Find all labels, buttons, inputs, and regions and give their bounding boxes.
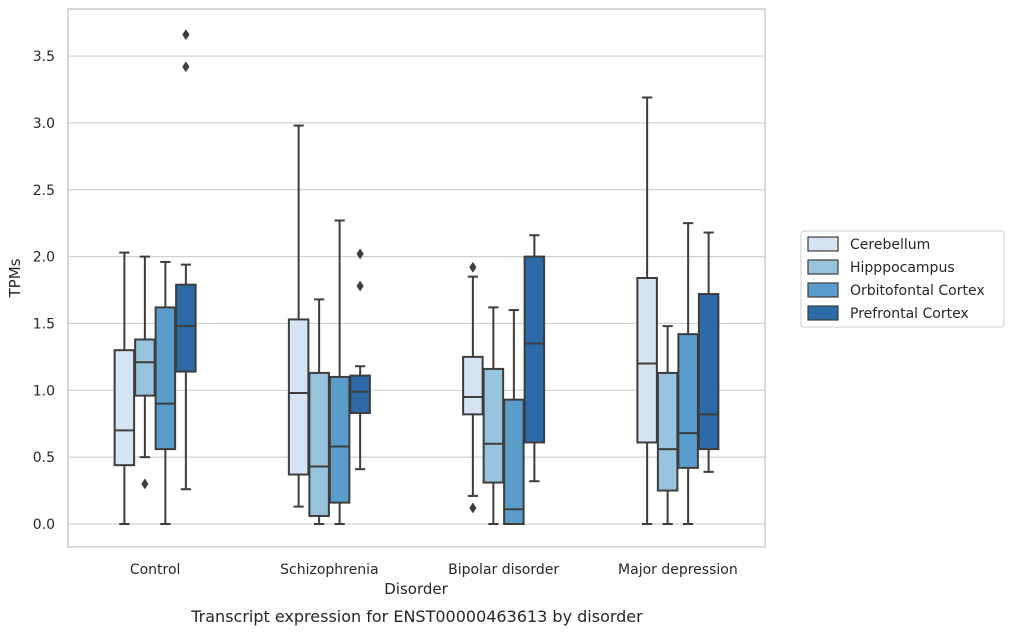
box-body (503, 398, 525, 525)
box-hipppocampus (308, 298, 330, 525)
outlier-point (469, 261, 477, 273)
box-body (462, 355, 484, 416)
legend-swatch (807, 305, 839, 321)
x-tick-label: Control (130, 562, 181, 578)
legend-swatch (807, 259, 839, 275)
box-orbitofontal-cortex (503, 309, 525, 525)
box-group-bipolar-disorder (462, 234, 546, 525)
box-prefrontal-cortex (523, 234, 546, 483)
box-cerebellum (113, 251, 136, 525)
box-body (154, 306, 177, 451)
y-tick-label: 2.5 (33, 183, 55, 199)
box-cerebellum (287, 124, 310, 508)
legend-item-orbitofontal-cortex: Orbitofontal Cortex (807, 282, 985, 299)
outlier-point (356, 280, 364, 292)
x-axis-label: Disorder (384, 580, 448, 598)
legend-item-hipppocampus: Hipppocampus (807, 259, 955, 276)
y-tick-label: 3.5 (33, 49, 55, 65)
outlier-point (469, 502, 477, 514)
box-body (308, 371, 330, 517)
box-prefrontal-cortex (697, 231, 720, 473)
box-hipppocampus (482, 306, 505, 525)
y-tick-label: 0.0 (33, 517, 55, 533)
y-tick-label: 2.0 (33, 250, 55, 266)
box-cerebellum (636, 96, 658, 525)
legend-swatch (807, 236, 839, 252)
legend-label: Prefrontal Cortex (850, 306, 969, 322)
legend-item-prefrontal-cortex: Prefrontal Cortex (807, 305, 969, 322)
outlier-point (182, 61, 190, 73)
box-body (636, 276, 658, 444)
legend-label: Cerebellum (850, 237, 930, 253)
box-body (677, 333, 699, 469)
figure-caption: Transcript expression for ENST0000046361… (190, 607, 643, 626)
box-groups (113, 29, 720, 525)
y-tick-label: 0.5 (33, 450, 55, 466)
box-body (349, 374, 371, 415)
box-orbitofontal-cortex (677, 222, 699, 525)
box-orbitofontal-cortex (328, 219, 351, 525)
box-body (175, 283, 197, 373)
y-tick-label: 1.5 (33, 316, 55, 332)
outlier-point (356, 248, 364, 260)
x-tick-label: Schizophrenia (280, 562, 378, 578)
box-body (134, 338, 156, 397)
legend-label: Hipppocampus (850, 260, 955, 276)
box-group-schizophrenia (287, 124, 371, 525)
box-body (482, 367, 505, 484)
box-group-major-depression (636, 96, 720, 525)
legend: Cerebellum Hipppocampus Orbitofontal Corte… (800, 230, 1005, 328)
outlier-point (141, 478, 149, 490)
box-body (287, 318, 310, 476)
box-prefrontal-cortex (175, 29, 197, 491)
box-group-control (113, 29, 197, 525)
x-tick-label: Bipolar disorder (448, 562, 559, 578)
box-body (113, 349, 136, 467)
box-body (697, 293, 720, 451)
legend-label: Orbitofontal Cortex (850, 283, 985, 299)
box-orbitofontal-cortex (154, 260, 177, 525)
box-hipppocampus (134, 255, 156, 490)
box-body (328, 375, 351, 504)
y-tick-label: 3.0 (33, 116, 55, 132)
y-tick-label: 1.0 (33, 383, 55, 399)
y-axis-label: TPMs (6, 258, 24, 298)
box-hipppocampus (656, 325, 679, 525)
legend-item-cerebellum: Cerebellum (807, 236, 930, 253)
x-tick-labels: Control Schizophrenia Bipolar disorder Majo… (130, 562, 738, 578)
outlier-point (182, 29, 190, 41)
box-cerebellum (462, 261, 484, 514)
plot-frame (67, 8, 766, 548)
x-tick-label: Major depression (618, 562, 738, 578)
y-tick-labels: 0.0 0.5 1.0 1.5 2.0 2.5 3.0 3.5 (33, 49, 55, 533)
legend-frame (800, 230, 1005, 328)
box-body (656, 371, 679, 492)
legend-swatch (807, 282, 839, 298)
box-prefrontal-cortex (349, 248, 371, 471)
box-body (523, 255, 546, 444)
